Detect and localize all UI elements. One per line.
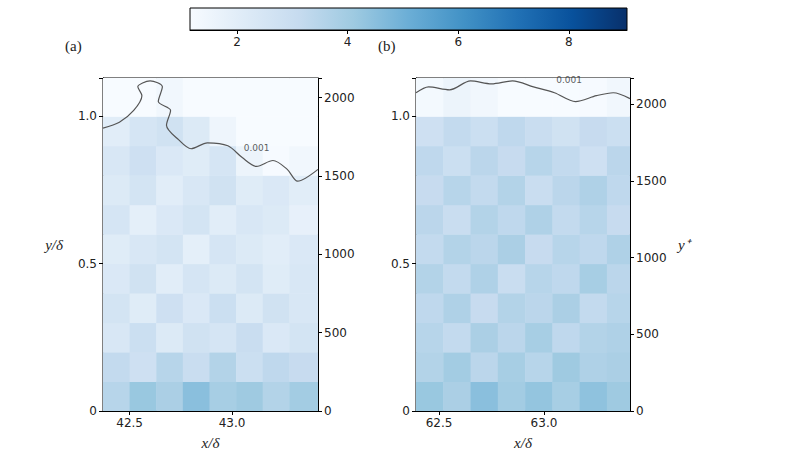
- svg-text:1.0: 1.0: [391, 109, 410, 123]
- svg-text:0: 0: [402, 404, 410, 418]
- svg-text:6: 6: [454, 35, 462, 49]
- svg-text:1500: 1500: [636, 174, 667, 188]
- svg-text:1.0: 1.0: [78, 109, 97, 123]
- svg-text:(a): (a): [65, 38, 82, 55]
- svg-text:0: 0: [324, 404, 332, 418]
- svg-text:x/δ: x/δ: [201, 435, 221, 451]
- svg-text:1000: 1000: [636, 251, 667, 265]
- svg-text:42.5: 42.5: [116, 416, 143, 430]
- svg-text:63.0: 63.0: [531, 416, 558, 430]
- svg-text:1500: 1500: [324, 169, 355, 183]
- svg-text:43.0: 43.0: [219, 416, 246, 430]
- svg-text:62.5: 62.5: [426, 416, 453, 430]
- svg-text:2000: 2000: [636, 97, 667, 111]
- svg-text:0.001: 0.001: [244, 143, 270, 153]
- svg-text:500: 500: [324, 326, 347, 340]
- svg-text:8: 8: [565, 35, 573, 49]
- svg-text:y/δ: y/δ: [43, 237, 64, 253]
- svg-text:2: 2: [233, 35, 241, 49]
- svg-text:1000: 1000: [324, 247, 355, 261]
- svg-text:2000: 2000: [324, 91, 355, 105]
- svg-text:x/δ: x/δ: [513, 435, 533, 451]
- svg-text:(b): (b): [378, 38, 396, 55]
- svg-text:0.5: 0.5: [78, 257, 97, 271]
- svg-text:500: 500: [636, 327, 659, 341]
- svg-text:y⁺: y⁺: [676, 237, 692, 253]
- svg-text:0: 0: [636, 404, 644, 418]
- svg-text:4: 4: [344, 35, 352, 49]
- svg-text:0.5: 0.5: [391, 257, 410, 271]
- svg-text:0: 0: [89, 404, 97, 418]
- svg-text:0.001: 0.001: [556, 75, 582, 85]
